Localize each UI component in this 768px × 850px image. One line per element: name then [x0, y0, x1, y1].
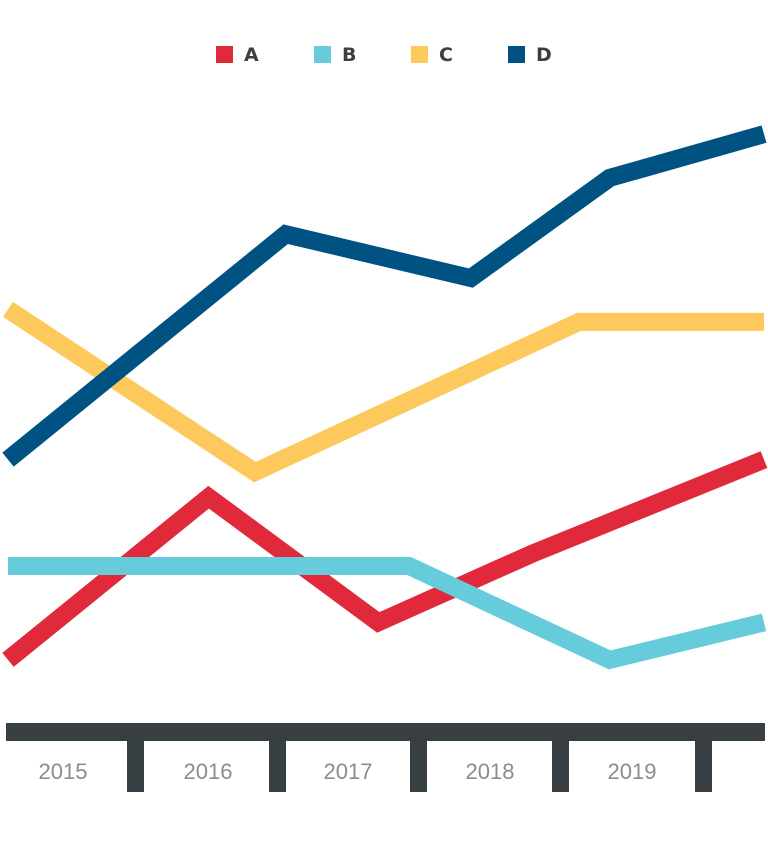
- x-tick-label-2016: 2016: [184, 759, 233, 784]
- legend-label-b: B: [342, 44, 356, 66]
- x-axis-tick-5: [695, 723, 712, 792]
- legend-swatch-b: [314, 46, 331, 63]
- legend-swatch-d: [508, 46, 525, 63]
- legend-label-d: D: [536, 44, 552, 66]
- legend-label-c: C: [439, 44, 453, 66]
- x-axis: 2015 2016 2017 2018 2019: [6, 723, 765, 792]
- x-tick-label-2015: 2015: [39, 759, 88, 784]
- legend-swatch-c: [411, 46, 428, 63]
- series-line-c: [3, 301, 764, 483]
- x-axis-tick-3: [410, 723, 427, 792]
- x-tick-label-2018: 2018: [466, 759, 515, 784]
- series-line-a: [2, 451, 768, 667]
- x-axis-tick-2: [269, 723, 286, 792]
- series-lines: [2, 125, 768, 670]
- legend-label-a: A: [244, 44, 259, 66]
- series-line-d: [2, 125, 767, 467]
- x-axis-bar: [6, 723, 765, 741]
- legend-swatch-a: [216, 46, 233, 63]
- legend: A B C D: [216, 44, 552, 66]
- x-axis-tick-1: [127, 723, 144, 792]
- x-axis-tick-4: [552, 723, 569, 792]
- x-tick-label-2019: 2019: [608, 759, 657, 784]
- series-line-b: [8, 557, 767, 670]
- x-tick-label-2017: 2017: [324, 759, 373, 784]
